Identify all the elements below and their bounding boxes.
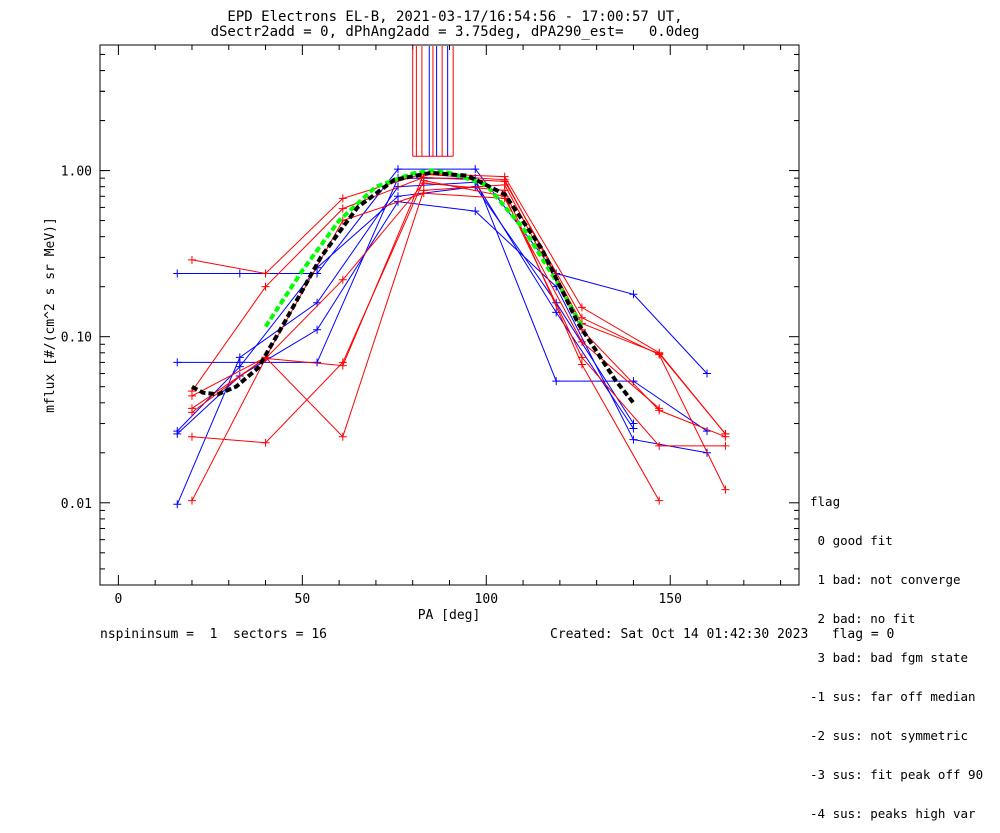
data-point: [187, 432, 196, 441]
fit-curve-black: [191, 170, 635, 405]
data-point: [629, 435, 638, 444]
data-point: [173, 269, 182, 278]
data-point: [187, 391, 196, 400]
y-axis-label: mflux [#/(cm^2 s sr MeV)]: [43, 217, 58, 413]
data-point: [235, 362, 244, 371]
series-line: [191, 173, 726, 435]
x-axis-label: PA [deg]: [418, 608, 481, 623]
legend-item: 3 bad: bad fgm state: [810, 650, 969, 665]
chart-title-line2: dSectr2add = 0, dPhAng2add = 3.75deg, dP…: [210, 24, 700, 40]
data-point: [338, 361, 347, 370]
data-point: [500, 175, 509, 184]
chart: 0 50 100 150 0.01 0.10 1.00 PA [deg] mflux [#/…: [43, 44, 800, 623]
y-tick-label: 1.00: [61, 165, 92, 180]
data-point: [721, 429, 730, 438]
data-point: [393, 192, 402, 201]
legend-item: -1 sus: far off median: [810, 689, 976, 704]
series-line: [191, 192, 660, 409]
data-point: [261, 438, 270, 447]
legend-item: -4 sus: peaks high var: [810, 806, 976, 821]
data-point: [338, 432, 347, 441]
series-line: [191, 176, 726, 490]
legend-item: -2 sus: not symmetric: [810, 728, 969, 743]
data-point: [629, 290, 638, 299]
data-point: [419, 189, 428, 198]
data-point: [629, 419, 638, 428]
data-point: [577, 303, 586, 312]
legend-title: flag: [810, 494, 841, 509]
data-point: [261, 269, 270, 278]
legend-item: 2 bad: no fit: [810, 611, 916, 626]
data-point: [552, 377, 561, 386]
data-point: [261, 282, 270, 291]
data-point: [173, 500, 182, 509]
data-point: [187, 255, 196, 264]
data-point: [313, 325, 322, 334]
chart-title-line1: EPD Electrons EL-B, 2021-03-17/16:54:56 …: [227, 9, 683, 25]
series-line: [191, 184, 726, 438]
series-line: [191, 180, 726, 447]
data-point: [338, 204, 347, 213]
series-line: [177, 168, 708, 374]
legend-item: 0 good fit: [810, 533, 893, 548]
data-point: [173, 358, 182, 367]
data-point: [655, 349, 664, 358]
fit-curve-green: [263, 168, 584, 328]
legend-item: 1 bad: not converge: [810, 572, 961, 587]
data-point: [235, 269, 244, 278]
x-tick-label: 100: [475, 592, 498, 607]
data-point: [419, 179, 428, 188]
x-tick-label: 150: [658, 592, 681, 607]
data-point: [721, 441, 730, 450]
data-point: [187, 496, 196, 505]
legend-item: -3 sus: fit peak off 90: [810, 767, 984, 782]
data-point: [655, 496, 664, 505]
data-point: [313, 358, 322, 367]
data-point: [703, 369, 712, 378]
footer-left: nspininsum = 1 sectors = 16: [100, 627, 327, 642]
y-tick-label: 0.10: [61, 331, 92, 346]
data-point: [655, 441, 664, 450]
series-line: [176, 201, 708, 454]
plot-frame: [99, 44, 800, 586]
data-point: [187, 404, 196, 413]
data-point: [393, 165, 402, 174]
series-line: [191, 172, 726, 435]
data-point: [173, 427, 182, 436]
y-tick-label: 0.01: [61, 497, 92, 512]
data-point: [703, 427, 712, 436]
flag-legend: flag 0 good fit 1 bad: not converge 2 ba…: [810, 469, 983, 833]
data-point: [655, 404, 664, 413]
data-point: [338, 275, 347, 284]
x-tick-label: 50: [295, 592, 311, 607]
x-tick-label: 0: [114, 592, 122, 607]
footer-right: Created: Sat Oct 14 01:42:30 2023 flag =…: [550, 627, 895, 642]
data-point: [471, 165, 480, 174]
data-point: [577, 360, 586, 369]
data-point: [235, 353, 244, 362]
series-line: [176, 181, 634, 505]
series-line: [176, 186, 634, 432]
data-point: [338, 194, 347, 203]
data-point: [577, 337, 586, 346]
data-point: [721, 485, 730, 494]
data-point: [471, 207, 480, 216]
